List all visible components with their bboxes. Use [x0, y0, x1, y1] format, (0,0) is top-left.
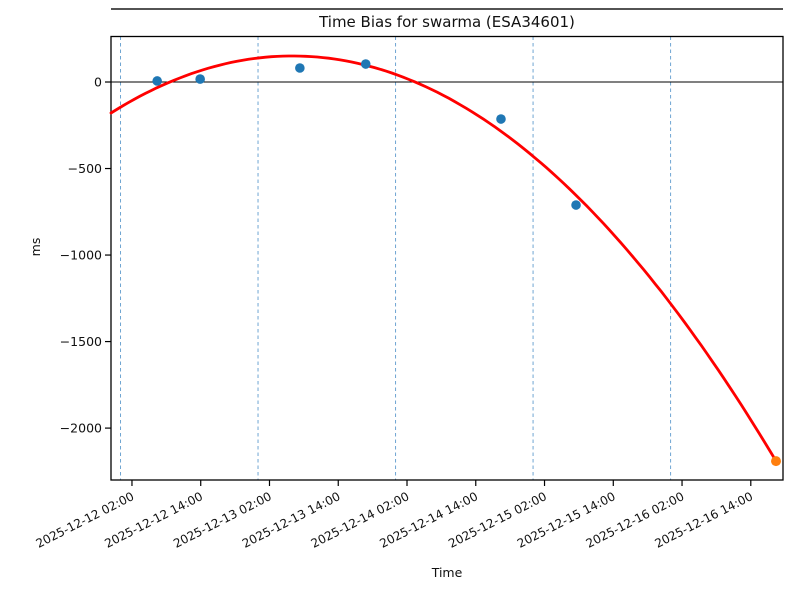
y-tick-label: −500: [68, 161, 102, 176]
plot-border: [110, 35, 784, 481]
observation-point: [295, 63, 305, 73]
y-tick-label: −1500: [60, 334, 102, 349]
observation-point: [571, 200, 581, 210]
y-tick-label: −2000: [60, 421, 102, 436]
observation-point: [360, 59, 371, 69]
final-observation-point: [771, 456, 782, 467]
observation-point: [152, 76, 162, 86]
observation-point: [195, 74, 205, 84]
y-axis-label: ms: [28, 238, 43, 257]
x-axis-label: Time: [431, 565, 463, 580]
y-tick-label: −1000: [60, 248, 102, 263]
chart-title: Time Bias for swarma (ESA34601): [318, 13, 575, 31]
fit-curve-line: [109, 54, 778, 463]
y-tick-label: 0: [94, 75, 102, 90]
observation-point: [496, 114, 506, 124]
